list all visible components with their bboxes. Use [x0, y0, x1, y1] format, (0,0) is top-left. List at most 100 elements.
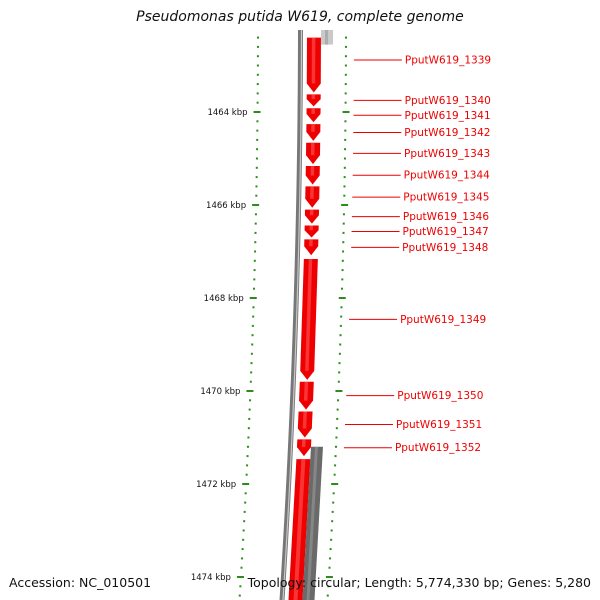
minor-tick-inner [335, 436, 338, 439]
minor-tick-inner [339, 324, 342, 327]
minor-tick-outer [254, 222, 257, 225]
minor-tick-outer [248, 408, 251, 411]
tick-label: 1470 kbp [200, 387, 240, 397]
minor-tick-inner [333, 473, 336, 476]
minor-tick-inner [344, 64, 347, 67]
tick-label: 1464 kbp [207, 108, 247, 118]
minor-tick-inner [329, 557, 332, 560]
minor-tick-outer [250, 352, 253, 355]
major-tick-outer [246, 390, 254, 392]
minor-tick-inner [338, 352, 341, 355]
minor-tick-outer [250, 362, 253, 365]
minor-tick-outer [255, 157, 258, 160]
minor-tick-inner [330, 538, 333, 541]
minor-tick-inner [343, 157, 346, 160]
minor-tick-outer [251, 324, 254, 327]
gene-label: PputW619_1348 [402, 242, 488, 254]
minor-tick-inner [343, 176, 346, 179]
major-tick-outer [253, 111, 261, 113]
minor-tick-inner [342, 231, 345, 234]
minor-tick-inner [332, 492, 335, 495]
minor-tick-inner [341, 287, 344, 290]
minor-tick-inner [338, 362, 341, 365]
minor-tick-outer [243, 520, 246, 523]
minor-tick-outer [254, 213, 257, 216]
minor-tick-outer [252, 306, 255, 309]
minor-tick-outer [255, 185, 258, 188]
minor-tick-outer [242, 529, 245, 532]
gene-PputW619_1346 [304, 209, 320, 224]
minor-tick-outer [251, 343, 254, 346]
tick-label: 1466 kbp [206, 201, 246, 211]
minor-tick-inner [342, 222, 345, 225]
minor-tick-outer [256, 73, 259, 76]
minor-tick-inner [340, 315, 343, 318]
minor-tick-outer [253, 278, 256, 281]
minor-tick-inner [341, 259, 344, 262]
minor-tick-inner [341, 278, 344, 281]
minor-tick-outer [256, 92, 259, 95]
minor-tick-outer [256, 138, 259, 141]
gene-PputW619_1348 [304, 239, 319, 256]
major-tick-inner [335, 390, 343, 392]
gene-label: PputW619_1341 [405, 110, 491, 122]
minor-tick-outer [251, 334, 254, 337]
feature-layer [288, 30, 333, 600]
minor-tick-inner [336, 417, 339, 420]
minor-tick-outer [256, 36, 259, 39]
map-title: Pseudomonas putida W619, complete genome [136, 9, 464, 25]
minor-tick-outer [254, 250, 257, 253]
minor-tick-outer [256, 120, 259, 123]
minor-tick-outer [255, 176, 258, 179]
minor-tick-inner [334, 455, 337, 458]
minor-tick-outer [256, 129, 259, 132]
gene-PputW619_1344 [305, 165, 320, 185]
minor-tick-inner [328, 566, 331, 569]
gene-label: PputW619_1352 [395, 442, 481, 454]
backbone-layer [279, 29, 303, 600]
gene-PputW619_1350 [299, 381, 314, 410]
minor-tick-outer [246, 464, 249, 467]
minor-tick-outer [254, 241, 257, 244]
gray-feature [302, 446, 323, 600]
major-tick-outer [252, 204, 260, 206]
minor-tick-inner [344, 83, 347, 86]
minor-tick-inner [342, 250, 345, 253]
minor-tick-outer [252, 315, 255, 318]
minor-tick-inner [330, 529, 333, 532]
minor-tick-outer [244, 492, 247, 495]
minor-tick-inner [344, 129, 347, 132]
backbone-highlight [282, 29, 303, 600]
genome-summary-text: Topology: circular; Length: 5,774,330 bp… [247, 575, 591, 590]
gene-PputW619_1343 [305, 142, 321, 165]
minor-tick-outer [247, 427, 250, 430]
accession-text: Accession: NC_010501 [9, 575, 152, 590]
minor-tick-outer [256, 64, 259, 67]
gene-PputW619_1349 [300, 258, 318, 380]
minor-tick-outer [248, 417, 251, 420]
major-tick-inner [341, 204, 349, 206]
major-tick-inner [338, 297, 346, 299]
minor-tick-outer [244, 501, 247, 504]
minor-tick-outer [250, 371, 253, 374]
minor-tick-outer [254, 231, 257, 234]
major-tick-outer [242, 483, 250, 485]
gene-PputW619_1347 [304, 225, 319, 238]
major-tick-outer [236, 576, 244, 578]
minor-tick-inner [341, 269, 344, 272]
gene-label: PputW619_1340 [405, 95, 491, 107]
tick-label: 1472 kbp [196, 480, 236, 490]
tick-label: 1474 kbp [191, 573, 231, 583]
minor-tick-inner [344, 148, 347, 151]
minor-tick-inner [343, 185, 346, 188]
major-tick-inner [331, 483, 339, 485]
minor-tick-outer [256, 101, 259, 104]
gene-continuation [288, 459, 311, 600]
minor-tick-inner [343, 194, 346, 197]
minor-tick-inner [332, 501, 335, 504]
minor-tick-inner [340, 306, 343, 309]
minor-tick-inner [339, 343, 342, 346]
major-tick-outer [249, 297, 257, 299]
minor-tick-outer [256, 55, 259, 58]
